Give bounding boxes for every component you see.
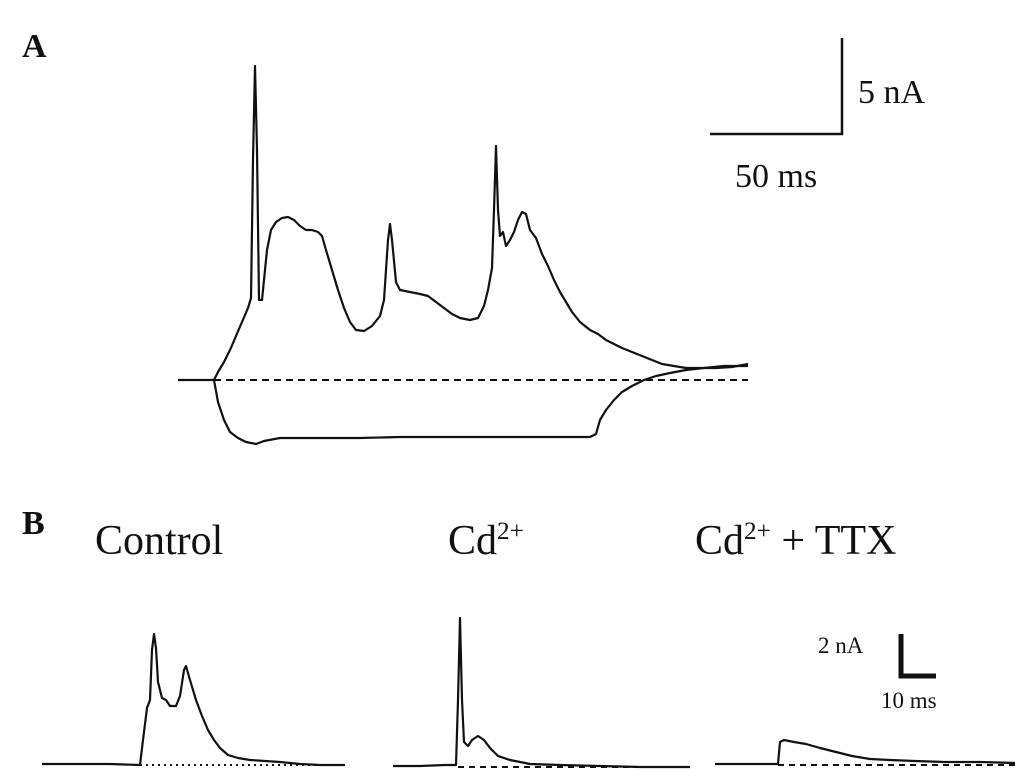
title-cadmium: Cd2+ xyxy=(448,517,524,565)
title-cadmium-ttx-base: Cd xyxy=(695,518,745,564)
title-cadmium-base: Cd xyxy=(448,518,498,564)
title-cadmium-ttx-rest: + TTX xyxy=(770,518,897,564)
scale-bar-b-time-label: 10 ms xyxy=(881,688,937,713)
control-trace xyxy=(42,632,345,767)
scale-bar-a-current-label: 5 nA xyxy=(858,74,926,111)
title-cadmium-charge: 2+ xyxy=(497,518,524,545)
panel-a-outward-current-trace xyxy=(178,64,749,382)
panel-a-label: A xyxy=(22,28,47,65)
scale-bar-a xyxy=(710,38,844,136)
panel-b-label: B xyxy=(22,505,45,542)
scale-bar-b-current-label: 2 nA xyxy=(818,633,864,658)
scale-bar-a-time-label: 50 ms xyxy=(735,158,818,195)
panel-a-inward-current-trace xyxy=(212,364,748,446)
title-cadmium-ttx: Cd2+ + TTX xyxy=(695,517,896,565)
title-control: Control xyxy=(95,518,224,564)
title-cadmium-ttx-charge: 2+ xyxy=(744,518,771,545)
cd-ttx-trace xyxy=(715,738,1016,766)
scale-bar-b xyxy=(898,634,936,679)
cd-trace xyxy=(393,616,690,769)
